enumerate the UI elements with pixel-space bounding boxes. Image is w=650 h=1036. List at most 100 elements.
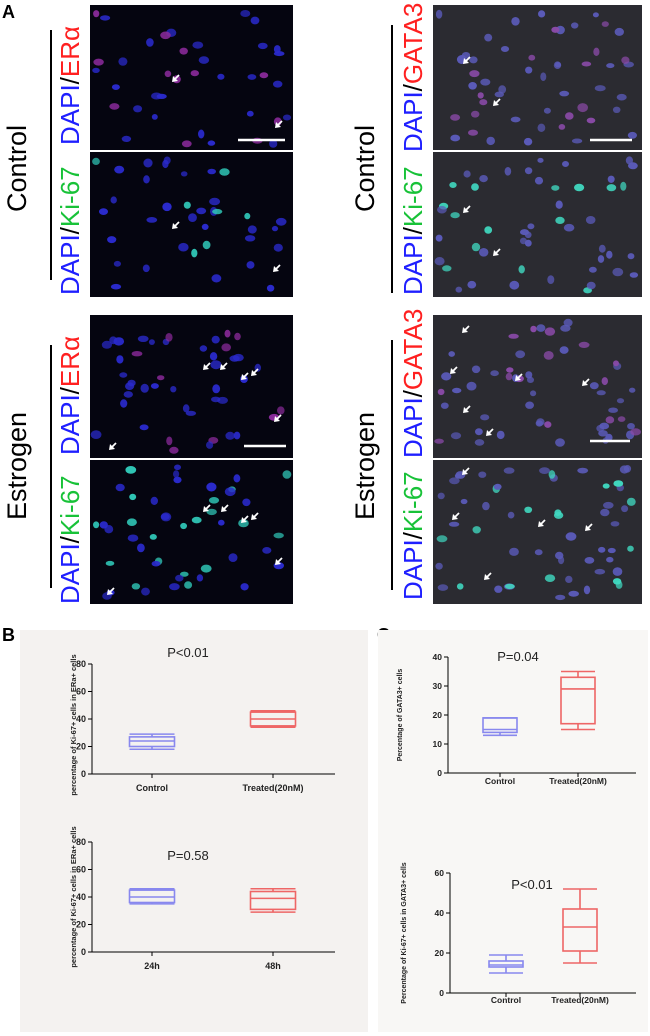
cell-nucleus xyxy=(244,235,256,242)
cell-nucleus xyxy=(486,136,495,146)
cell-nucleus xyxy=(282,114,292,121)
cell-nucleus xyxy=(450,114,461,121)
cell-nucleus xyxy=(506,367,514,373)
cell-nucleus xyxy=(162,159,169,169)
cell-nucleus xyxy=(218,519,225,526)
cell-nucleus xyxy=(528,54,536,61)
cell-nucleus xyxy=(534,176,544,185)
cell-nucleus xyxy=(207,140,216,146)
box-plot-3: 0 10 20 30 40 Percentage of GATA3+ cells P=0.0… xyxy=(397,649,636,786)
cell-nucleus xyxy=(99,208,108,215)
image-divider xyxy=(90,150,293,152)
cell-nucleus xyxy=(629,272,639,278)
cell-nucleus xyxy=(142,264,150,273)
cell-nucleus xyxy=(555,551,564,560)
cell-nucleus xyxy=(468,129,478,136)
cell-nucleus xyxy=(250,16,260,25)
cell-nucleus xyxy=(525,401,534,409)
cell-nucleus xyxy=(116,355,124,364)
cell-nucleus xyxy=(105,560,115,566)
cell-nucleus xyxy=(212,208,223,215)
y-tick-label: 60 xyxy=(435,868,445,878)
arrow-marker xyxy=(274,414,282,422)
cell-nucleus xyxy=(137,543,145,553)
cell-nucleus xyxy=(469,56,478,64)
cell-nucleus xyxy=(598,430,608,437)
cell-nucleus xyxy=(137,335,149,342)
cell-nucleus xyxy=(141,587,150,596)
cell-nucleus xyxy=(273,80,283,88)
arrow-marker xyxy=(221,504,229,512)
arrow-marker xyxy=(109,442,117,450)
cell-nucleus xyxy=(150,496,158,505)
cell-nucleus xyxy=(93,10,100,18)
cell-nucleus xyxy=(616,398,625,404)
cell-nucleus xyxy=(450,432,462,440)
cell-nucleus xyxy=(543,351,554,360)
cell-nucleus xyxy=(165,333,173,342)
cell-nucleus xyxy=(615,580,623,589)
cell-nucleus xyxy=(247,74,257,80)
cell-nucleus xyxy=(180,571,189,577)
image-divider xyxy=(90,458,293,460)
cell-nucleus xyxy=(613,480,624,487)
cell-nucleus xyxy=(530,390,537,397)
arrow-marker xyxy=(450,366,458,374)
arrow-marker xyxy=(585,523,593,531)
cell-nucleus xyxy=(121,135,132,142)
cell-nucleus xyxy=(151,114,158,120)
cell-nucleus xyxy=(247,225,257,234)
arrow-marker xyxy=(241,515,249,523)
cell-nucleus xyxy=(198,129,205,139)
cell-nucleus xyxy=(437,584,449,591)
cell-nucleus xyxy=(614,27,624,36)
cell-nucleus xyxy=(202,240,211,250)
cell-nucleus xyxy=(111,84,120,90)
cell-nucleus xyxy=(472,526,481,534)
arrow-marker xyxy=(203,504,211,512)
arrow-marker xyxy=(275,120,283,128)
y-tick-label: 30 xyxy=(433,681,443,691)
micrograph-estrogen-dapi-era xyxy=(90,315,293,458)
cell-nucleus xyxy=(240,583,249,591)
cell-nucleus xyxy=(435,234,443,242)
cell-nucleus xyxy=(597,255,605,263)
cell-nucleus xyxy=(448,351,455,357)
p-value-annotation: P=0.04 xyxy=(497,649,539,664)
cell-nucleus xyxy=(434,438,444,444)
cell-nucleus xyxy=(275,217,287,226)
cell-nucleus xyxy=(180,522,187,530)
cell-nucleus xyxy=(157,375,165,381)
cell-nucleus xyxy=(114,165,125,174)
cell-nucleus xyxy=(170,386,177,393)
cell-nucleus xyxy=(146,217,158,223)
cell-nucleus xyxy=(120,399,128,408)
cell-nucleus xyxy=(471,183,479,191)
cell-nucleus xyxy=(131,583,141,590)
cell-nucleus xyxy=(554,62,562,68)
cell-nucleus xyxy=(104,525,114,534)
cell-nucleus xyxy=(125,466,137,474)
cell-nucleus xyxy=(450,134,461,142)
cell-nucleus xyxy=(598,546,606,553)
cell-nucleus xyxy=(93,521,100,529)
cell-nucleus xyxy=(175,574,184,582)
cell-nucleus xyxy=(113,260,121,267)
cell-nucleus xyxy=(242,498,251,507)
cell-nucleus xyxy=(480,78,491,86)
cell-nucleus xyxy=(217,396,228,404)
cell-nucleus xyxy=(173,470,180,478)
cell-nucleus xyxy=(578,341,590,348)
p-value-annotation: P<0.01 xyxy=(167,645,209,660)
cell-nucleus xyxy=(592,12,599,18)
cell-nucleus xyxy=(524,167,533,175)
cell-nucleus xyxy=(479,175,488,183)
cell-nucleus xyxy=(191,516,202,524)
cell-nucleus xyxy=(125,382,135,390)
cell-nucleus xyxy=(525,371,533,379)
cell-nucleus xyxy=(169,446,179,454)
arrow-marker xyxy=(538,519,546,527)
y-tick-label: 40 xyxy=(433,652,443,662)
arrow-marker xyxy=(203,362,211,370)
cell-nucleus xyxy=(593,47,600,56)
